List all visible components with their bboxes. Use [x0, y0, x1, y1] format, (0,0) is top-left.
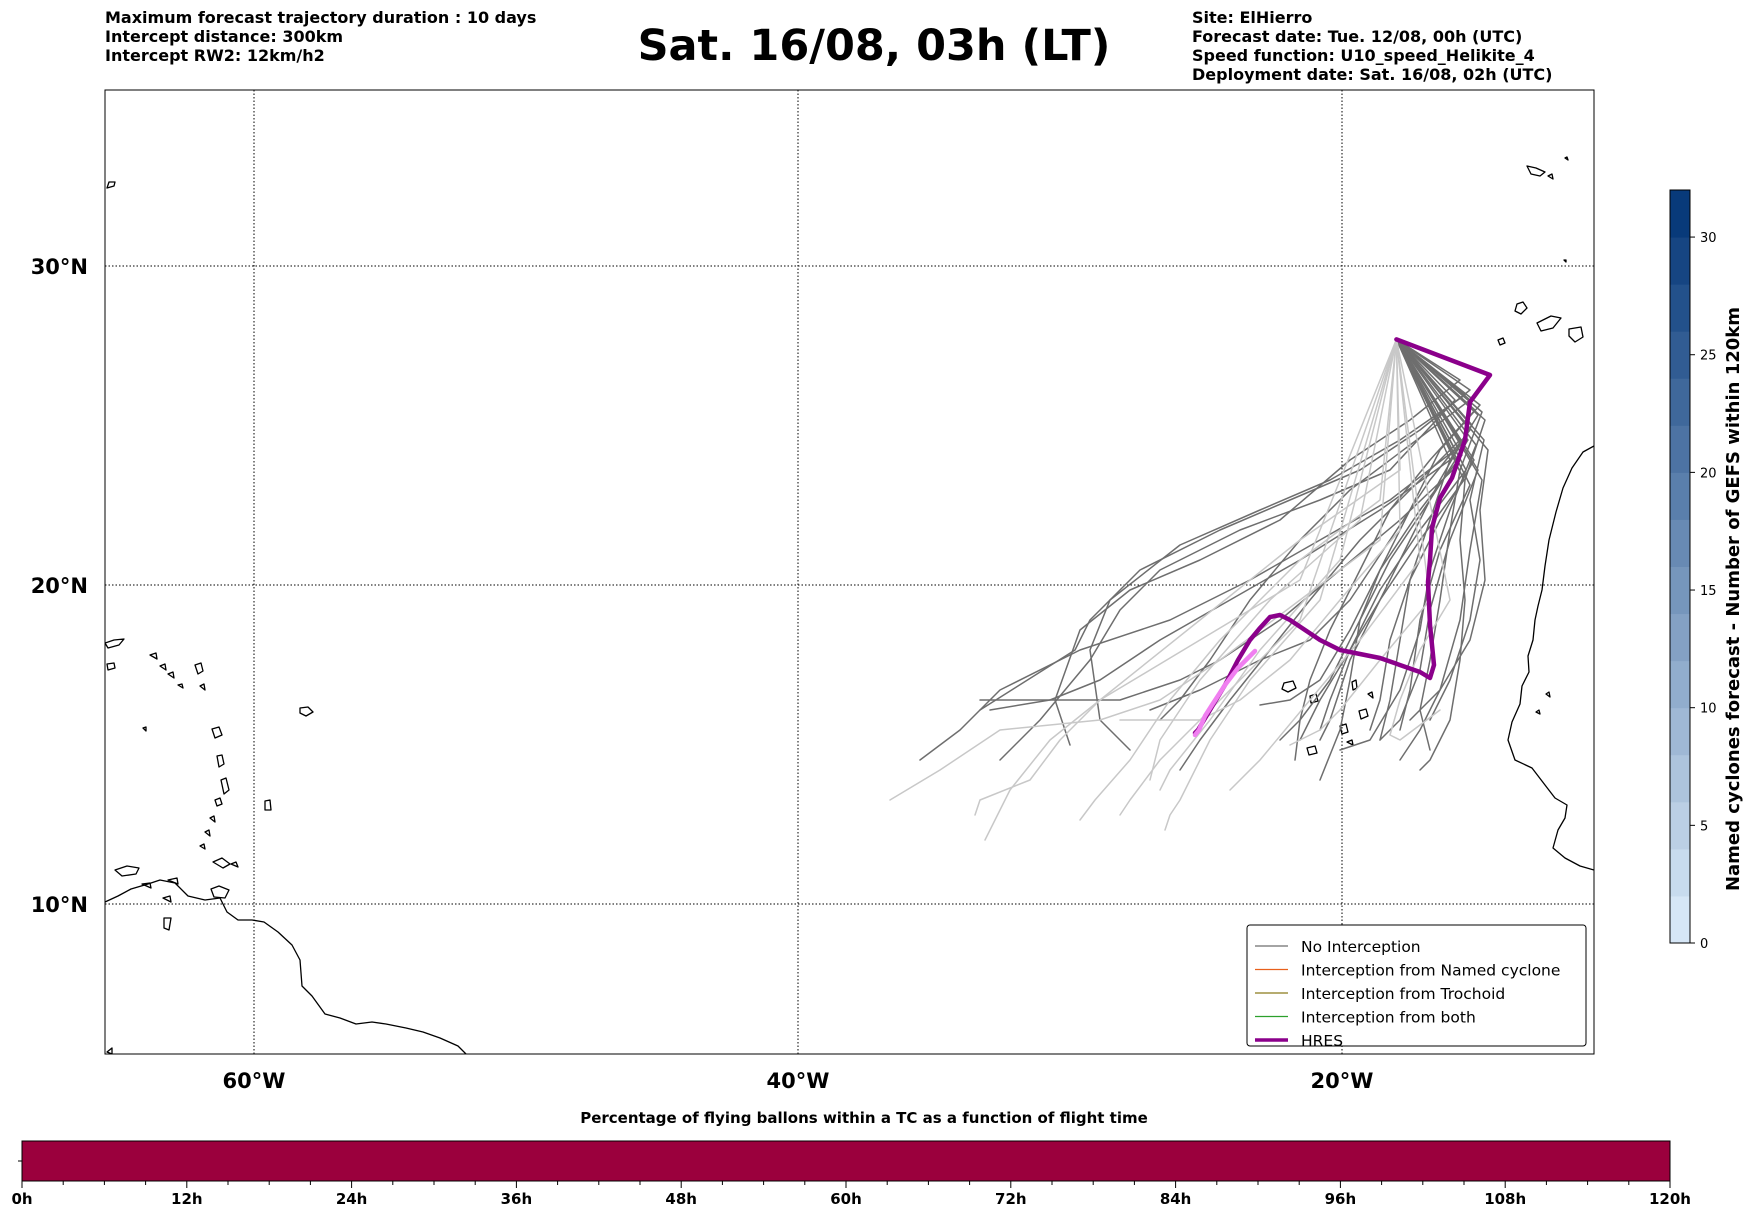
- colorbar-segment: [1670, 378, 1690, 426]
- bottom-bar-tick-label: 60h: [830, 1190, 862, 1208]
- trajectory-hres: [1192, 337, 1493, 736]
- bottom-bar-tick-label: 24h: [336, 1190, 368, 1208]
- lat-tick-label: 10°N: [31, 893, 88, 917]
- trajectories: [889, 337, 1493, 841]
- colorbar-tick-label: 20: [1700, 466, 1717, 481]
- bottom-bar-tick-label: 84h: [1160, 1190, 1192, 1208]
- lat-tick-label: 30°N: [31, 255, 88, 279]
- header-right-deployment-date: Deployment date: Sat. 16/08, 02h (UTC): [1192, 65, 1553, 84]
- colorbar-segment: [1670, 331, 1690, 379]
- colorbar-tick-label: 30: [1700, 231, 1717, 246]
- bottom-bar-tick-label: 108h: [1484, 1190, 1526, 1208]
- colorbar-segment: [1670, 754, 1690, 803]
- header-right-speed-function: Speed function: U10_speed_Helikite_4: [1192, 46, 1535, 65]
- bottom-bar-tick-label: 0h: [11, 1190, 32, 1208]
- bottom-bar-tick-label: 96h: [1325, 1190, 1357, 1208]
- coast-madeira: [1526, 156, 1569, 263]
- lon-tick-label: 60°W: [223, 1069, 286, 1093]
- colorbar-tick-label: 25: [1700, 349, 1717, 364]
- trajectory-no-interception-faded: [984, 338, 1398, 841]
- coast-lesser-antilles: [105, 181, 314, 850]
- map-panel[interactable]: 60°W 40°W 20°W 10°N 20°N 30°N: [31, 89, 1595, 1093]
- colorbar-segment: [1670, 519, 1690, 567]
- legend-label: Interception from both: [1301, 1009, 1476, 1027]
- colorbar-segment: [1670, 237, 1690, 285]
- colorbar-segment: [1670, 707, 1690, 756]
- page-title: Sat. 16/08, 03h (LT): [637, 21, 1111, 71]
- header-left-line-2: Intercept distance: 300km: [105, 27, 344, 46]
- trajectory-no-interception-faded: [1389, 338, 1451, 741]
- colorbar-segment: [1670, 284, 1690, 332]
- colorbar-segment: [1670, 801, 1690, 850]
- coast-west-africa: [1507, 445, 1594, 871]
- tc-percentage-bar: 0h 12h 24h 36h 48h 60h 72h 84h 96h 108h 120h: [11, 1140, 1691, 1208]
- colorbar-segment: [1670, 472, 1690, 520]
- trajectory-no-interception-faded: [1079, 338, 1398, 821]
- trajectory-no-interception: [1379, 338, 1479, 741]
- coast-cabo-verde: [1535, 691, 1551, 715]
- colorbar-tick-label: 15: [1700, 584, 1717, 599]
- header-right-forecast-date: Forecast date: Tue. 12/08, 00h (UTC): [1192, 27, 1523, 46]
- coast-venezuela-trinidad: [105, 879, 467, 1054]
- colorbar-segment: [1670, 660, 1690, 709]
- cyclone-colorbar: 0 5 10 15 20 25 30: [1669, 189, 1717, 952]
- trajectory-no-interception: [1395, 338, 1483, 761]
- colorbar-frame: [1669, 189, 1691, 944]
- legend: No Interception Interception from Named c…: [1246, 924, 1587, 1050]
- colorbar-tick-label: 10: [1700, 702, 1717, 717]
- colorbar-tick-label: 0: [1700, 937, 1708, 952]
- bottom-bar-fill: [21, 1140, 1671, 1182]
- trajectory-no-interception-faded: [1229, 338, 1421, 791]
- trajectory-no-interception-faded: [1164, 338, 1398, 831]
- colorbar-segment: [1670, 566, 1690, 615]
- legend-label: Interception from Named cyclone: [1301, 962, 1560, 980]
- coast-caribbean-islets: [106, 857, 239, 1054]
- bottom-bar-title: Percentage of flying ballons within a TC…: [580, 1109, 1148, 1127]
- header-right-site: Site: ElHierro: [1192, 8, 1313, 27]
- trajectory-no-interception: [919, 338, 1456, 761]
- colorbar-segment: [1670, 613, 1690, 662]
- trajectory-no-interception: [1089, 338, 1466, 751]
- longitude-tick-labels: 60°W 40°W 20°W: [223, 1069, 1374, 1093]
- colorbar-segment: [1670, 190, 1690, 238]
- trajectory-no-interception-faded: [1119, 338, 1398, 816]
- map-frame: [104, 89, 1595, 1055]
- bottom-bar-tick-label: 120h: [1649, 1190, 1691, 1208]
- legend-label: Interception from Trochoid: [1301, 985, 1505, 1003]
- trajectory-no-interception-faded: [1119, 338, 1401, 721]
- bottom-bar-tick-label: 36h: [501, 1190, 533, 1208]
- trajectory-no-interception: [1369, 338, 1475, 731]
- bottom-bar-tick-label: 12h: [171, 1190, 203, 1208]
- bottom-bar-tick-label: 72h: [995, 1190, 1027, 1208]
- latitude-tick-labels: 10°N 20°N 30°N: [31, 255, 88, 917]
- trajectory-no-interception: [1395, 338, 1483, 751]
- colorbar-segment: [1670, 425, 1690, 473]
- trajectory-no-interception: [1319, 338, 1467, 731]
- header-left-line-1: Maximum forecast trajectory duration : 1…: [105, 8, 537, 27]
- legend-box: [1246, 924, 1587, 1047]
- coast-canary-islands: [1497, 301, 1584, 346]
- colorbar-segment: [1670, 895, 1690, 944]
- trajectory-no-interception-faded: [1289, 338, 1431, 746]
- bottom-bar-tick-label: 48h: [665, 1190, 697, 1208]
- map-background: [105, 90, 1594, 1054]
- lon-tick-label: 40°W: [767, 1069, 830, 1093]
- colorbar-segment: [1670, 848, 1690, 897]
- lon-tick-label: 20°W: [1311, 1069, 1374, 1093]
- trajectory-no-interception-faded: [889, 338, 1398, 801]
- lat-tick-label: 20°N: [31, 574, 88, 598]
- trajectory-hres-segment: [1192, 648, 1258, 738]
- legend-label: No Interception: [1301, 938, 1421, 956]
- colorbar-label: Named cyclones forecast - Number of GEFS…: [1723, 307, 1744, 891]
- coast-trinidad: [210, 885, 230, 899]
- trajectory-no-interception: [1395, 338, 1486, 771]
- trajectory-no-interception: [979, 338, 1451, 701]
- header-left-line-3: Intercept RW2: 12km/h2: [105, 46, 325, 65]
- trajectory-no-interception: [1179, 338, 1461, 771]
- trajectory-no-interception-faded: [1149, 338, 1398, 781]
- colorbar-tick-label: 5: [1700, 819, 1708, 834]
- legend-label: HRES: [1301, 1032, 1343, 1050]
- trajectory-no-interception: [1395, 338, 1485, 721]
